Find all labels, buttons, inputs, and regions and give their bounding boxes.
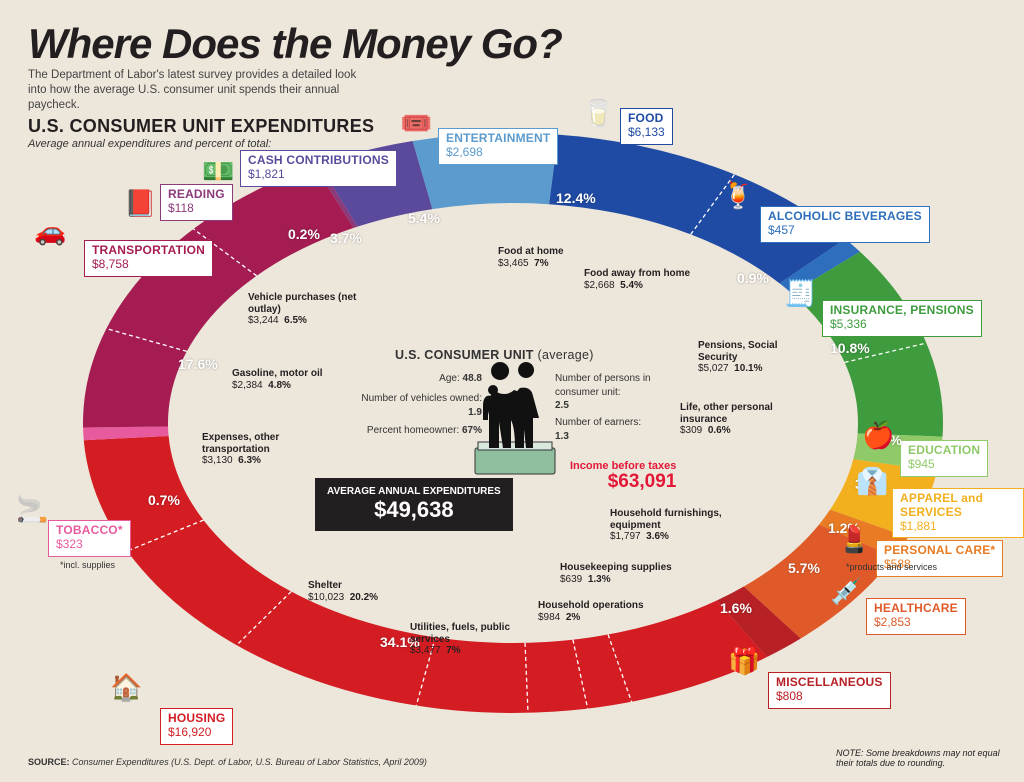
- avg-expenditures-box: AVERAGE ANNUAL EXPENDITURES $49,638: [315, 478, 513, 531]
- category-education: EDUCATION$945: [900, 440, 988, 477]
- sub-food_home: Food at home$3,465 7%: [498, 246, 564, 269]
- sub-utilities: Utilities, fuels, public services$3,477 …: [410, 622, 530, 657]
- sub-othertrans: Expenses, other transportation$3,130 6.3…: [202, 432, 322, 467]
- sub-hkeep: Housekeeping supplies$639 1.3%: [560, 562, 672, 585]
- housing-icon: 🏠: [110, 672, 142, 703]
- insurance-icon: 🧾: [784, 278, 816, 309]
- pct-misc: 1.6%: [720, 600, 752, 616]
- education-icon: 🍎: [862, 420, 894, 451]
- category-entertainment: ENTERTAINMENT$2,698: [438, 128, 558, 165]
- sub-life: Life, other personal insurance$309 0.6%: [680, 402, 800, 437]
- pct-alcohol: 0.9%: [737, 270, 769, 286]
- tobacco-note: *incl. supplies: [60, 560, 115, 570]
- pct-transportation: 17.6%: [178, 356, 218, 372]
- pct-entertainment: 5.4%: [408, 210, 440, 226]
- sub-food_away: Food away from home$2,668 5.4%: [584, 268, 690, 291]
- sub-gas: Gasoline, motor oil$2,384 4.8%: [232, 368, 323, 391]
- reading-icon: 📕: [124, 188, 156, 219]
- category-cash: CASH CONTRIBUTIONS$1,821: [240, 150, 397, 187]
- healthcare-icon: 💉: [830, 576, 862, 607]
- personalcare-icon: 💄: [838, 524, 870, 555]
- pct-reading: 0.2%: [288, 226, 320, 242]
- category-misc: MISCELLANEOUS$808: [768, 672, 891, 709]
- pct-food: 12.4%: [556, 190, 596, 206]
- category-housing: HOUSING$16,920: [160, 708, 233, 745]
- tobacco-icon: 🚬: [16, 494, 48, 525]
- income-box: Income before taxes $63,091: [570, 460, 676, 493]
- sub-hfurn: Household furnishings, equipment$1,797 3…: [610, 508, 730, 543]
- rounding-note: NOTE: Some breakdowns may not equal thei…: [836, 748, 1006, 768]
- category-healthcare: HEALTHCARE$2,853: [866, 598, 966, 635]
- pct-tobacco: 0.7%: [148, 492, 180, 508]
- source-note: SOURCE: Consumer Expenditures (U.S. Dept…: [28, 757, 427, 768]
- sub-hops: Household operations$984 2%: [538, 600, 644, 623]
- pct-healthcare: 5.7%: [788, 560, 820, 576]
- stat-persons: Number of persons in consumer unit:2.5: [555, 372, 685, 413]
- category-alcohol: ALCOHOLIC BEVERAGES$457: [760, 206, 930, 243]
- cash-icon: 💵: [202, 156, 234, 187]
- sub-vehicle: Vehicle purchases (net outlay)$3,244 6.5…: [248, 292, 368, 327]
- sub-shelter: Shelter$10,023 20.2%: [308, 580, 378, 603]
- pct-cash: 3.7%: [330, 230, 362, 246]
- category-insurance: INSURANCE, PENSIONS$5,336: [822, 300, 982, 337]
- stat-earners: Number of earners:1.3: [555, 416, 675, 443]
- entertainment-icon: 🎟️: [400, 108, 432, 139]
- transportation-icon: 🚗: [34, 216, 66, 247]
- alcohol-icon: 🍹: [722, 180, 754, 211]
- category-tobacco: TOBACCO*$323: [48, 520, 131, 557]
- category-transportation: TRANSPORTATION$8,758: [84, 240, 213, 277]
- food-icon: 🥛: [582, 98, 614, 129]
- pct-insurance: 10.8%: [830, 340, 870, 356]
- personal-care-note: *products and services: [846, 562, 937, 572]
- category-apparel: APPAREL and SERVICES$1,881: [892, 488, 1024, 538]
- category-reading: READING$118: [160, 184, 233, 221]
- apparel-icon: 👔: [856, 466, 888, 497]
- category-food: FOOD$6,133: [620, 108, 673, 145]
- misc-icon: 🎁: [728, 646, 760, 677]
- family-icon: [460, 360, 570, 480]
- sub-pensions: Pensions, Social Security$5,027 10.1%: [698, 340, 818, 375]
- page-title: Where Does the Money Go?: [28, 20, 562, 68]
